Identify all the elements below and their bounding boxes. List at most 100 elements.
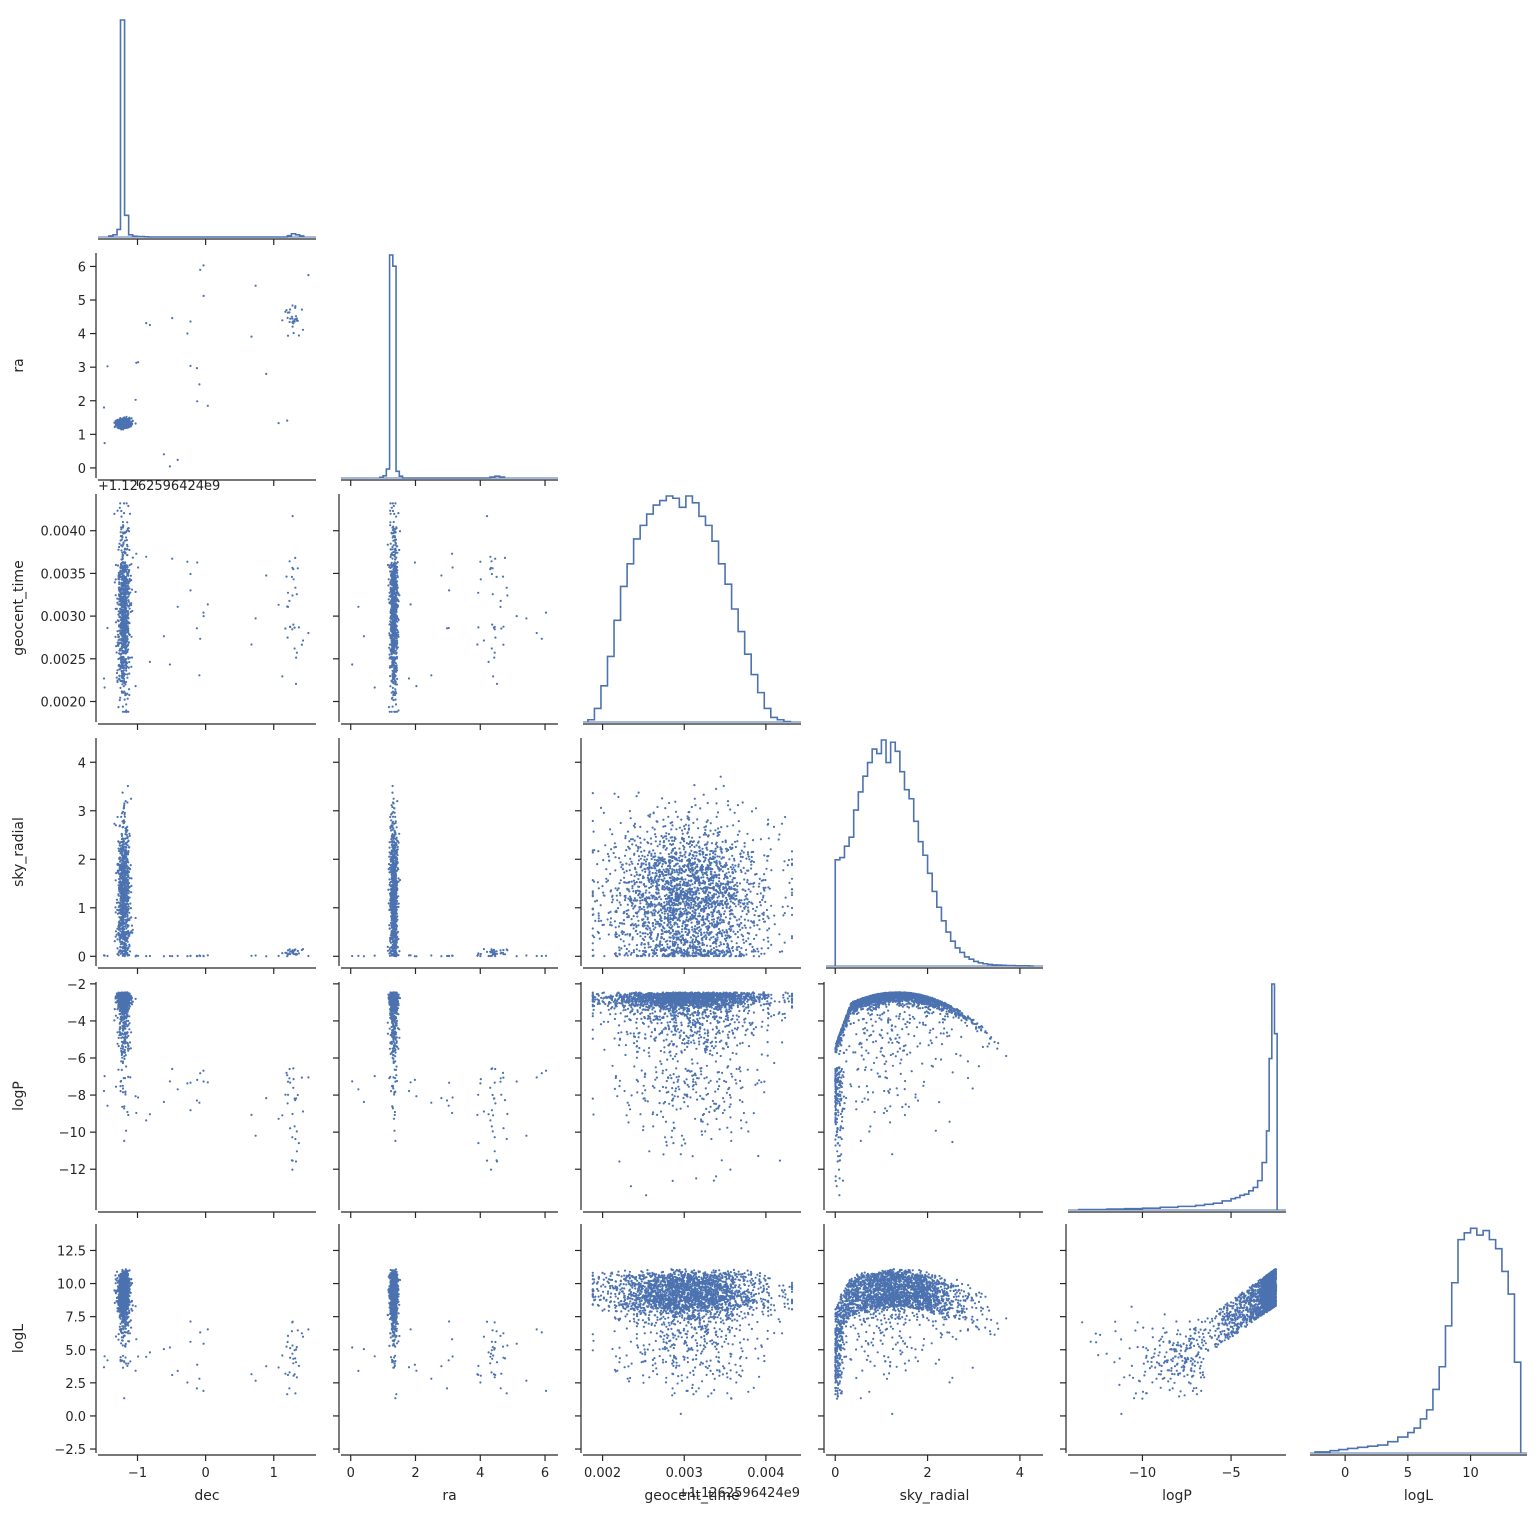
point bbox=[129, 657, 131, 659]
point bbox=[196, 627, 198, 629]
point bbox=[122, 954, 124, 956]
point bbox=[390, 548, 392, 550]
point bbox=[393, 521, 395, 523]
point bbox=[655, 836, 657, 838]
point bbox=[126, 826, 128, 828]
point bbox=[123, 806, 125, 808]
point bbox=[390, 853, 392, 855]
point bbox=[395, 671, 397, 673]
point bbox=[127, 874, 129, 876]
point bbox=[121, 617, 123, 619]
point bbox=[769, 888, 771, 890]
point bbox=[397, 954, 399, 956]
point bbox=[135, 955, 137, 957]
point bbox=[396, 629, 398, 631]
point bbox=[393, 649, 395, 651]
point bbox=[392, 678, 394, 680]
point bbox=[128, 667, 130, 669]
point bbox=[394, 591, 396, 593]
point bbox=[491, 647, 493, 649]
point bbox=[128, 622, 130, 624]
point bbox=[357, 955, 359, 957]
histogram-dec bbox=[109, 20, 304, 237]
point bbox=[119, 916, 121, 918]
point bbox=[121, 883, 123, 885]
point bbox=[127, 870, 129, 872]
point bbox=[123, 611, 125, 613]
point bbox=[655, 840, 657, 842]
point bbox=[398, 549, 400, 551]
point bbox=[634, 897, 636, 899]
point bbox=[116, 899, 118, 901]
point bbox=[125, 703, 127, 705]
point bbox=[393, 944, 395, 946]
point bbox=[122, 591, 124, 593]
point bbox=[391, 900, 393, 902]
point bbox=[631, 938, 633, 940]
point bbox=[393, 835, 395, 837]
point bbox=[120, 510, 122, 512]
point bbox=[122, 927, 124, 929]
point bbox=[692, 949, 694, 951]
point bbox=[130, 864, 132, 866]
point bbox=[121, 649, 123, 651]
point bbox=[397, 587, 399, 589]
point bbox=[286, 605, 288, 607]
point bbox=[390, 909, 392, 911]
point bbox=[132, 929, 134, 931]
point bbox=[122, 524, 124, 526]
point bbox=[392, 930, 394, 932]
point bbox=[115, 911, 117, 913]
point bbox=[414, 561, 416, 563]
point bbox=[129, 425, 131, 427]
point bbox=[506, 587, 508, 589]
point bbox=[394, 641, 396, 643]
point bbox=[718, 877, 720, 879]
point bbox=[389, 928, 391, 930]
point bbox=[123, 871, 125, 873]
point bbox=[638, 792, 640, 794]
point bbox=[665, 871, 667, 873]
point bbox=[720, 943, 722, 945]
point bbox=[301, 644, 303, 646]
point bbox=[202, 612, 204, 614]
point bbox=[123, 932, 125, 934]
point bbox=[410, 603, 412, 605]
point bbox=[124, 861, 126, 863]
point bbox=[496, 576, 498, 578]
point bbox=[149, 955, 151, 957]
point bbox=[119, 687, 121, 689]
point bbox=[291, 576, 293, 578]
point bbox=[122, 916, 124, 918]
point bbox=[395, 657, 397, 659]
point bbox=[118, 649, 120, 651]
point bbox=[116, 872, 118, 874]
panel-geocent_time-geocent_time bbox=[583, 496, 801, 730]
point bbox=[117, 932, 119, 934]
point bbox=[145, 556, 147, 558]
point bbox=[128, 661, 130, 663]
point bbox=[670, 852, 672, 854]
point bbox=[120, 603, 122, 605]
point bbox=[265, 574, 267, 576]
point bbox=[392, 603, 394, 605]
point bbox=[389, 851, 391, 853]
point bbox=[287, 637, 289, 639]
panel-dec-geocent_time: 0.00200.00250.00300.00350.0040 bbox=[41, 494, 317, 730]
point bbox=[623, 871, 625, 873]
point bbox=[284, 627, 286, 629]
point bbox=[119, 612, 121, 614]
point bbox=[119, 884, 121, 886]
point bbox=[389, 847, 391, 849]
point bbox=[392, 850, 394, 852]
point bbox=[113, 513, 115, 515]
point bbox=[391, 711, 393, 713]
point bbox=[296, 318, 298, 320]
point bbox=[681, 855, 683, 857]
point bbox=[119, 880, 121, 882]
point bbox=[545, 612, 547, 614]
point bbox=[128, 906, 130, 908]
point bbox=[120, 927, 122, 929]
point bbox=[119, 595, 121, 597]
point bbox=[126, 422, 128, 424]
